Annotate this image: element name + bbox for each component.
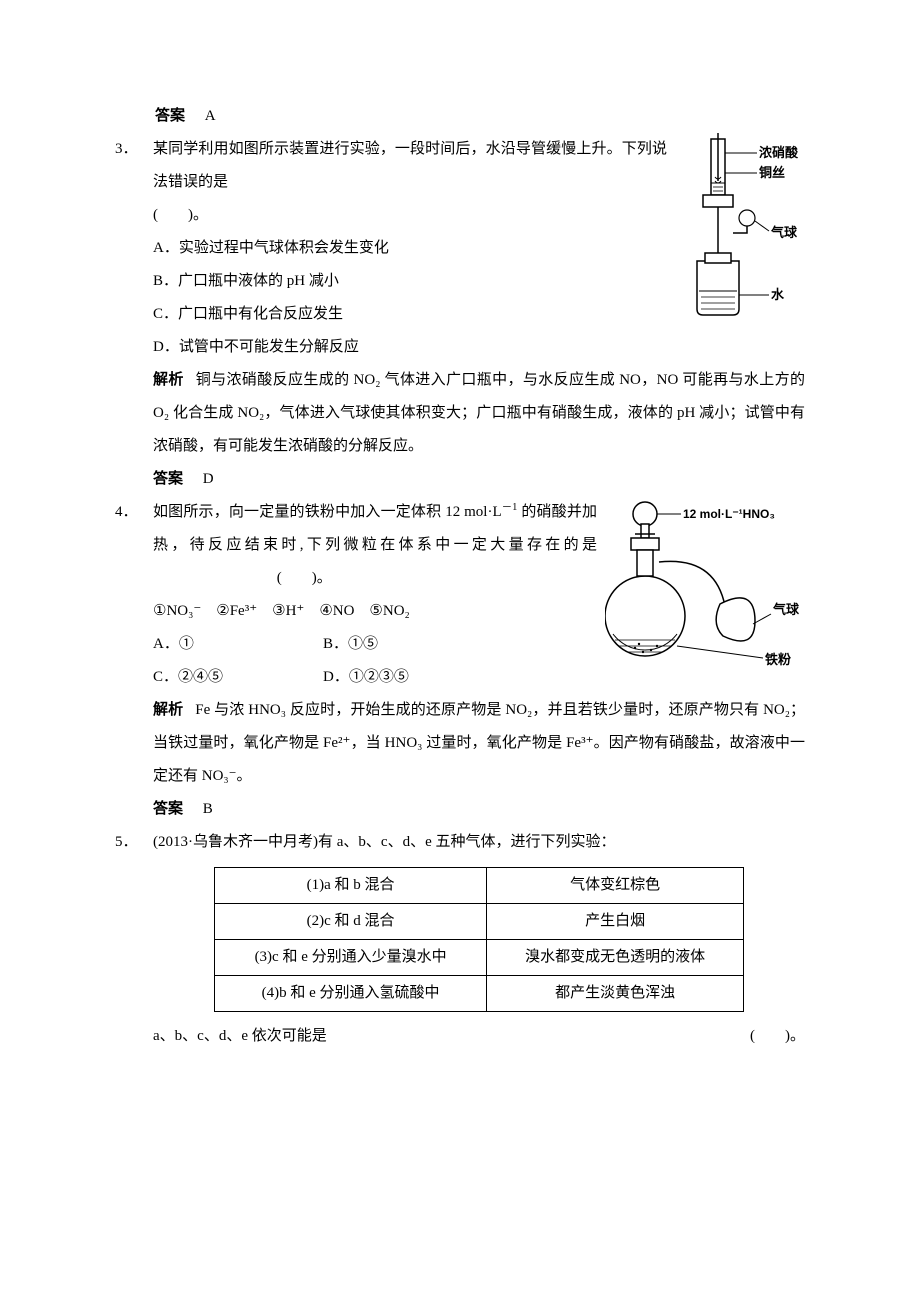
answer-value: D xyxy=(203,471,214,487)
answer-label: 答案 xyxy=(153,471,183,487)
table-cell: (2)c 和 d 混合 xyxy=(215,904,487,940)
table-cell: 产生白烟 xyxy=(487,904,744,940)
q5-tail: a、b、c、d、e 依次可能是 xyxy=(153,1028,327,1044)
fig-label: 铁粉 xyxy=(764,652,791,667)
q4-figure: 12 mol·L⁻¹HNO₃ 气球 铁粉 xyxy=(605,496,805,689)
answer-label: 答案 xyxy=(153,801,183,817)
table-cell: 溴水都变成无色透明的液体 xyxy=(487,940,744,976)
fig-label: 浓硝酸 xyxy=(759,145,799,160)
q4-options-row2: C．②④⑤ D．①②③⑤ xyxy=(153,661,597,694)
fig-label: 气球 xyxy=(773,602,800,617)
table-row: (1)a 和 b 混合气体变红棕色 xyxy=(215,868,744,904)
q5-stem: 有 a、b、c、d、e 五种气体，进行下列实验： xyxy=(318,834,615,850)
q5-table: (1)a 和 b 混合气体变红棕色 (2)c 和 d 混合产生白烟 (3)c 和… xyxy=(214,867,744,1012)
table-cell: 都产生淡黄色浑浊 xyxy=(487,976,744,1012)
q5-number: 5． xyxy=(115,826,153,859)
table-row: (3)c 和 e 分别通入少量溴水中溴水都变成无色透明的液体 xyxy=(215,940,744,976)
answer-value: B xyxy=(203,801,213,817)
answer-value: A xyxy=(205,108,216,124)
q4-explain: 解析Fe 与浓 HNO₃ 反应时，开始生成的还原产物是 NO₂，并且若铁少量时，… xyxy=(153,694,805,793)
q4-option-a: A．① xyxy=(153,628,323,661)
q3-answer: 答案 D xyxy=(153,463,805,496)
q3-explain: 解析铜与浓硝酸反应生成的 NO₂ 气体进入广口瓶中，与水反应生成 NO，NO 可… xyxy=(153,364,805,463)
q4-options-row1: A．① B．①⑤ xyxy=(153,628,597,661)
explain-label: 解析 xyxy=(153,372,184,388)
q5-stem-line: (2013·乌鲁木齐一中月考)有 a、b、c、d、e 五种气体，进行下列实验： xyxy=(153,826,805,859)
question-3: 3． xyxy=(115,133,805,496)
explain-label: 解析 xyxy=(153,702,183,718)
fig-label: 12 mol·L⁻¹HNO₃ xyxy=(683,507,775,521)
q4-answer: 答案 B xyxy=(153,793,805,826)
q4-explain-text: Fe 与浓 HNO₃ 反应时，开始生成的还原产物是 NO₂，并且若铁少量时，还原… xyxy=(153,702,805,784)
question-5: 5． (2013·乌鲁木齐一中月考)有 a、b、c、d、e 五种气体，进行下列实… xyxy=(115,826,805,1053)
table-cell: 气体变红棕色 xyxy=(487,868,744,904)
q5-source: (2013·乌鲁木齐一中月考) xyxy=(153,834,318,850)
q4-paren: ( )。 xyxy=(277,570,332,586)
question-4: 4． xyxy=(115,496,805,826)
q3-number: 3． xyxy=(115,133,153,166)
table-cell: (3)c 和 e 分别通入少量溴水中 xyxy=(215,940,487,976)
q5-paren: ( )。 xyxy=(750,1020,805,1053)
q4-option-c: C．②④⑤ xyxy=(153,661,323,694)
q4-stem-sup: －1 xyxy=(502,502,518,513)
q4-stem-part1: 如图所示，向一定量的铁粉中加入一定体积 12 mol·L xyxy=(153,504,502,520)
fig-label: 气球 xyxy=(771,225,798,240)
q3-figure: 浓硝酸 铜丝 气球 水 xyxy=(675,133,805,336)
table-cell: (1)a 和 b 混合 xyxy=(215,868,487,904)
table-row: (4)b 和 e 分别通入氢硫酸中都产生淡黄色浑浊 xyxy=(215,976,744,1012)
q5-tail-line: a、b、c、d、e 依次可能是 ( )。 xyxy=(153,1020,805,1053)
q4-option-d: D．①②③⑤ xyxy=(323,661,493,694)
table-cell: (4)b 和 e 分别通入氢硫酸中 xyxy=(215,976,487,1012)
fig-label: 水 xyxy=(771,287,785,302)
answer-label: 答案 xyxy=(155,108,185,124)
q3-explain-text: 铜与浓硝酸反应生成的 NO₂ 气体进入广口瓶中，与水反应生成 NO，NO 可能再… xyxy=(153,372,805,454)
prev-answer-line: 答案 A xyxy=(155,100,805,133)
table-row: (2)c 和 d 混合产生白烟 xyxy=(215,904,744,940)
fig-label: 铜丝 xyxy=(758,165,785,180)
q4-number: 4． xyxy=(115,496,153,529)
q4-option-b: B．①⑤ xyxy=(323,628,493,661)
